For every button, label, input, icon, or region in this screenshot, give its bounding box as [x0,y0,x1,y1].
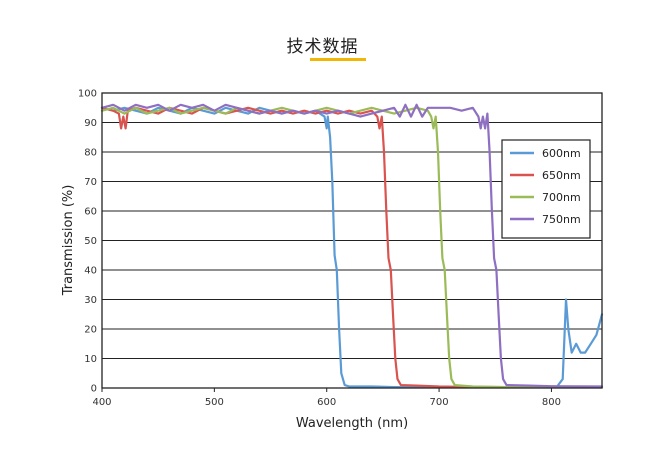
y-tick-label: 100 [78,89,97,100]
x-tick-label: 700 [430,397,449,408]
legend-box [501,139,591,239]
x-tick-label: 600 [317,397,336,408]
x-tick-label: 500 [205,397,224,408]
legend-label: 650nm [542,169,581,182]
y-tick-label: 0 [91,384,97,395]
legend: 600nm 650nm 700nm 750nm [501,139,591,239]
page-title: 技术数据 [286,37,359,57]
y-tick-label: 70 [84,177,97,188]
y-tick-label: 90 [84,118,97,129]
y-tick-label: 10 [84,354,97,365]
y-tick-label: 60 [84,207,97,218]
x-axis-label: Wavelength (nm) [296,416,408,431]
x-tick-label: 800 [542,397,561,408]
y-tick-label: 40 [84,266,97,277]
y-tick-label: 20 [84,325,97,336]
legend-label: 600nm [542,147,581,160]
x-tick-label: 400 [92,397,111,408]
legend-label: 750nm [542,213,581,226]
y-tick-label: 30 [84,295,97,306]
legend-label: 700nm [542,191,581,204]
y-tick-label: 80 [84,148,97,159]
title-underline [310,58,366,61]
plot-frame [101,92,603,389]
y-axis-label: Transmission (%) [61,185,76,297]
y-tick-label: 50 [84,236,97,247]
series-line-750nm [100,103,604,388]
series-line-600nm [100,106,604,389]
